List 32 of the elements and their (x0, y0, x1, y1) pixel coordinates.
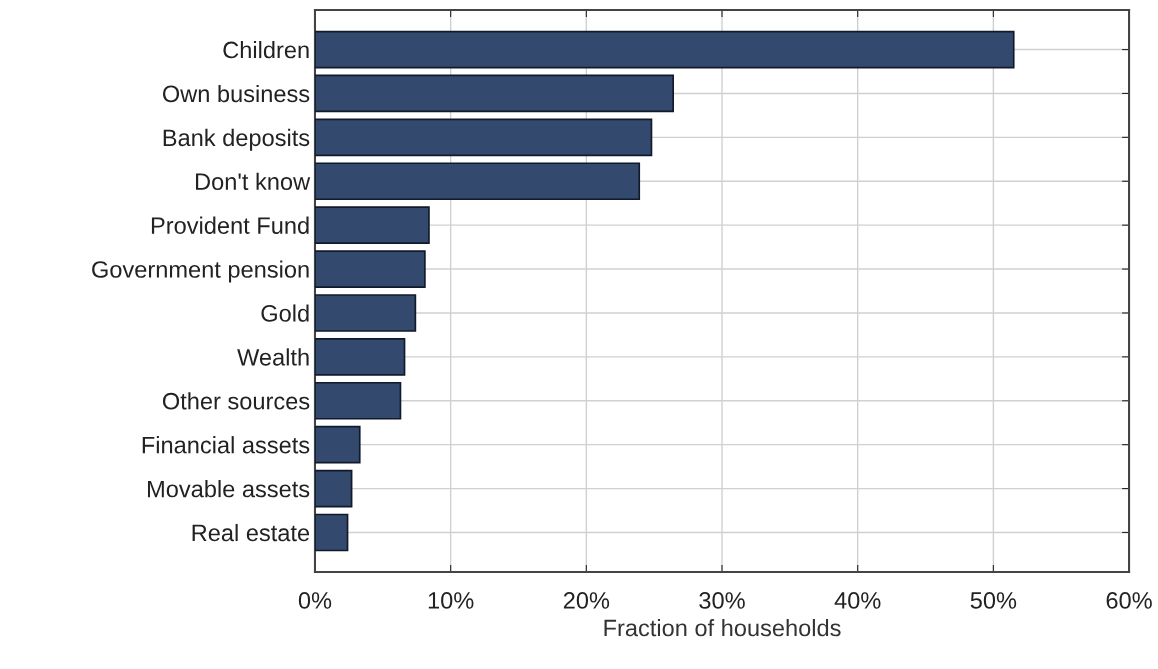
y-tick-label: Provident Fund (151, 216, 309, 234)
bar (314, 469, 353, 508)
y-tick-label: Children (223, 40, 309, 59)
y-tick-label: Wealth (237, 348, 309, 366)
y-tick-label: Own business (162, 84, 310, 103)
bar (314, 74, 675, 113)
x-tick-label: 30% (699, 592, 745, 609)
bar (314, 513, 349, 552)
x-tick-label: 20% (563, 592, 610, 609)
y-tick-label: Other sources (162, 392, 310, 410)
y-tick-label: Financial assets (142, 436, 310, 454)
y-tick-label: Bank deposits (163, 128, 310, 151)
y-tick-label: Don't know (196, 172, 311, 191)
bar (314, 206, 430, 244)
y-tick-label: Movable assets (148, 480, 310, 498)
x-tick-label: 0% (298, 592, 332, 609)
bar (314, 425, 361, 464)
bar (314, 381, 402, 420)
bar (314, 338, 406, 376)
x-tick-label: 50% (970, 592, 1017, 609)
bar (314, 118, 653, 157)
y-tick-label: Government pension (92, 260, 309, 283)
x-tick-label: 10% (428, 592, 474, 609)
x-axis-title: Fraction of households (604, 619, 841, 637)
x-tick-label: 40% (834, 592, 881, 609)
y-tick-label: Real estate (192, 523, 310, 542)
y-tick-label: Gold (261, 304, 309, 322)
x-tick-label: 60% (1106, 592, 1152, 609)
bar (314, 30, 1015, 69)
bar (314, 294, 417, 332)
bar (314, 250, 426, 288)
bar (314, 162, 641, 201)
